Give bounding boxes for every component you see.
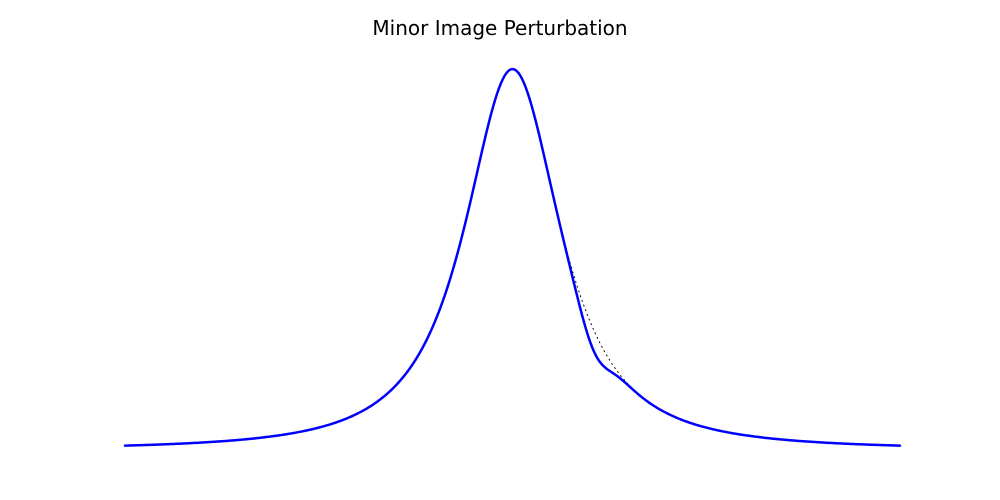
chart-container: Minor Image Perturbation — [0, 0, 1000, 500]
series-perturbed — [125, 69, 900, 446]
series-smooth_envelope — [125, 69, 900, 446]
chart-plot — [0, 0, 1000, 500]
